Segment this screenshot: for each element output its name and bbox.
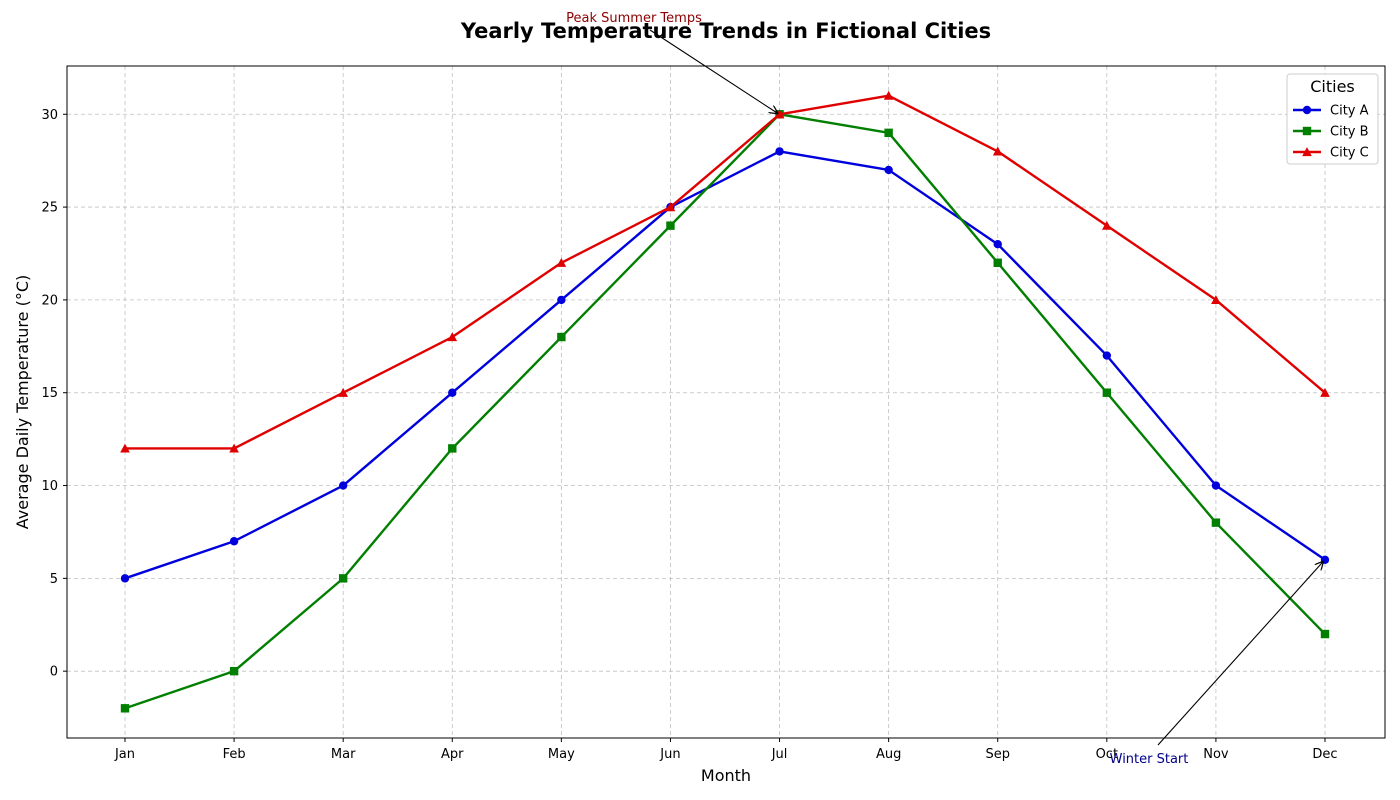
x-tick-label: Jun xyxy=(659,747,680,762)
data-point xyxy=(993,258,1002,267)
legend: Cities City A City B City C xyxy=(1286,73,1379,165)
data-point xyxy=(448,444,457,453)
data-point xyxy=(229,443,239,453)
data-point xyxy=(884,165,893,175)
x-tick-label: Jan xyxy=(114,747,135,762)
data-point xyxy=(557,332,566,342)
data-point xyxy=(1211,481,1221,490)
data-point xyxy=(556,257,567,267)
y-tick-label: 15 xyxy=(41,386,58,401)
legend-label: City A xyxy=(1330,104,1369,119)
legend-label: City B xyxy=(1330,125,1369,140)
data-point xyxy=(338,387,349,397)
annotation: Winter Start xyxy=(1110,562,1323,767)
data-point xyxy=(557,295,566,305)
x-tick-label: Sep xyxy=(985,747,1010,762)
annotation-arrow xyxy=(649,29,778,113)
annotations: Peak Summer Temps Winter Start xyxy=(566,11,1323,767)
data-point xyxy=(1101,220,1112,230)
x-axis-title: Month xyxy=(701,766,751,785)
series-line xyxy=(124,113,1326,710)
y-tick-label: 30 xyxy=(41,108,58,123)
y-tick-label: 20 xyxy=(41,293,58,308)
data-point xyxy=(448,388,457,397)
data-point xyxy=(120,704,130,713)
series-line xyxy=(124,150,1326,580)
data-point xyxy=(666,221,675,230)
series-city-c xyxy=(120,90,1330,453)
x-tick-label: Mar xyxy=(331,747,356,762)
legend-entry: City B xyxy=(1293,125,1369,140)
series-city-a xyxy=(120,147,1330,583)
x-tick-label: Jul xyxy=(771,747,788,762)
axis-ticks: Jan Feb Mar Apr May Jun Jul Aug Sep Oct Nov Dec 0 5 10… xyxy=(41,108,1337,762)
data-point xyxy=(338,574,348,583)
data-point xyxy=(774,109,785,119)
annotation: Peak Summer Temps xyxy=(566,11,777,113)
data-point xyxy=(993,240,1002,249)
x-tick-label: May xyxy=(548,747,575,762)
data-point xyxy=(338,481,348,490)
data-point xyxy=(1320,629,1330,639)
legend-entry: City C xyxy=(1293,146,1369,161)
y-tick-label: 25 xyxy=(41,201,58,216)
plot-frame xyxy=(66,65,1386,739)
data-point xyxy=(1211,295,1221,305)
data-point xyxy=(883,90,894,100)
annotation-arrow xyxy=(1157,562,1323,746)
x-tick-label: Oct xyxy=(1096,747,1118,762)
data-point xyxy=(992,146,1003,156)
x-tick-label: Nov xyxy=(1203,747,1229,762)
grid-lines xyxy=(67,66,1385,738)
data-point xyxy=(120,574,130,583)
x-tick-label: Aug xyxy=(876,747,901,762)
data-point xyxy=(884,128,893,138)
data-point xyxy=(1302,126,1312,136)
data-point xyxy=(229,537,239,546)
data-point xyxy=(775,147,784,156)
x-tick-label: Feb xyxy=(223,747,246,762)
legend-box xyxy=(1286,73,1379,165)
series-lines xyxy=(120,90,1330,713)
data-point xyxy=(665,202,676,212)
y-axis-title: Average Daily Temperature (°C) xyxy=(13,275,32,529)
chart-title: Yearly Temperature Trends in Fictional C… xyxy=(460,19,991,43)
data-point xyxy=(1102,351,1112,360)
x-tick-label: Apr xyxy=(441,747,464,762)
data-point xyxy=(1302,105,1312,115)
legend-title: Cities xyxy=(1310,77,1355,96)
data-point xyxy=(447,332,458,342)
annotation-text: Winter Start xyxy=(1110,752,1189,767)
data-point xyxy=(120,443,130,453)
data-point xyxy=(1320,387,1330,397)
legend-label: City C xyxy=(1330,146,1369,161)
series-city-b xyxy=(120,110,1330,713)
data-point xyxy=(1102,388,1112,397)
y-tick-label: 5 xyxy=(50,572,58,587)
y-tick-label: 0 xyxy=(50,665,58,680)
series-line xyxy=(125,94,1326,450)
annotation-text: Peak Summer Temps xyxy=(566,11,702,26)
y-tick-label: 10 xyxy=(41,479,58,494)
data-point xyxy=(1302,147,1312,157)
data-point xyxy=(229,666,239,676)
legend-entry: City A xyxy=(1293,104,1369,119)
x-tick-label: Dec xyxy=(1312,747,1337,762)
data-point xyxy=(1211,518,1221,527)
